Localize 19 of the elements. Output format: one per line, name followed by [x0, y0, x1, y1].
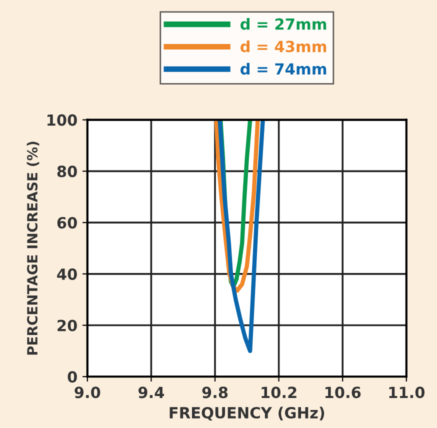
x-axis-title: FREQUENCY (GHz) — [170, 406, 324, 421]
y-tick-label: 0 — [68, 371, 77, 383]
line-series — [218, 120, 265, 354]
y-tick-label: 60 — [57, 217, 77, 229]
legend-label: d = 27mm — [240, 18, 326, 30]
y-tick-label: 80 — [57, 166, 77, 178]
legend-label: d = 43mm — [240, 40, 326, 52]
line-series — [214, 120, 260, 293]
x-tick-label: 9.8 — [202, 386, 228, 398]
x-tick-label: 9.0 — [74, 386, 100, 398]
y-axis-title: PERCENTAGE INCREASE (%) — [26, 142, 40, 355]
x-tick-label: 10.2 — [262, 386, 296, 398]
x-tick-label: 10.6 — [325, 386, 361, 398]
y-tick-label: 100 — [48, 114, 77, 126]
legend-label: d = 74mm — [240, 62, 326, 75]
y-tick-label: 20 — [58, 320, 77, 332]
x-tick-label: 9.4 — [138, 386, 164, 398]
y-tick-label: 40 — [57, 268, 77, 280]
x-tick-label: 11.0 — [389, 386, 425, 398]
